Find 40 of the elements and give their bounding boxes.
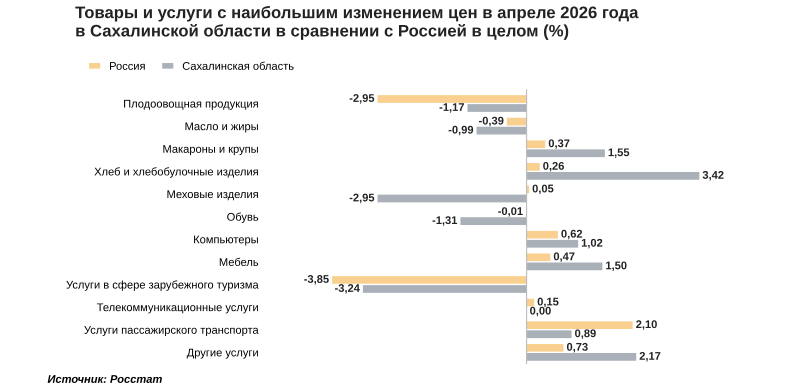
data-label: 0,15 xyxy=(538,298,559,308)
data-label: 3,42 xyxy=(702,171,724,180)
data-label: 0,00 xyxy=(530,306,551,316)
y-tick-label: Мебель xyxy=(220,258,258,266)
y-tick-label: Меховые изделия xyxy=(167,190,258,200)
y-tick-label: Услуги в сфере зарубежного туризма xyxy=(66,280,259,291)
data-label: 0,26 xyxy=(543,162,564,172)
data-label: -0,99 xyxy=(448,126,474,136)
y-tick-label: Обувь xyxy=(227,212,258,223)
data-label: 2,17 xyxy=(640,352,660,362)
data-label: 1,50 xyxy=(606,261,627,271)
legend-label: Россия xyxy=(110,62,145,70)
legend-label: Сахалинская область xyxy=(182,62,294,70)
data-label: -0,01 xyxy=(498,207,523,217)
data-label: 1,55 xyxy=(608,148,630,158)
data-label: 0,37 xyxy=(548,139,570,149)
y-tick-label: Услуги пассажирского транспорта xyxy=(84,326,259,336)
y-tick-label: Макароны и крупы xyxy=(163,145,258,156)
y-tick-label: Плодоовощная продукция xyxy=(124,100,258,110)
data-label: -0,39 xyxy=(478,116,504,126)
data-label: 0,05 xyxy=(532,184,554,194)
y-tick-label: Телекоммуникационные услуги xyxy=(96,303,258,314)
y-tick-label: Компьютеры xyxy=(194,236,258,246)
text: Источник: Росстат xyxy=(48,375,162,383)
chart-title: Товары и услуги с наибольшим изменением цен в апреле 2026 года в Сахалинской области в сравнении с Россией в целом (%) xyxy=(75,6,639,40)
data-label: 0,62 xyxy=(561,230,582,240)
data-label: 0,73 xyxy=(566,342,588,352)
y-tick-label: Масло и жиры xyxy=(185,122,258,132)
y-tick-label: Другие услуги xyxy=(186,348,258,359)
data-label: 0,47 xyxy=(554,252,575,262)
data-label: -2,95 xyxy=(350,94,374,104)
y-tick-label: Хлеб и хлебобулочные изделия xyxy=(94,167,258,178)
data-label: 1,02 xyxy=(582,238,602,248)
data-label: -3,85 xyxy=(304,275,329,285)
data-label: 2,10 xyxy=(636,320,657,330)
data-label: -3,24 xyxy=(335,284,360,294)
data-label: -1,31 xyxy=(432,216,458,226)
data-label: 0,89 xyxy=(575,329,596,339)
data-label: -1,17 xyxy=(440,103,464,113)
data-label: -2,95 xyxy=(350,194,374,204)
